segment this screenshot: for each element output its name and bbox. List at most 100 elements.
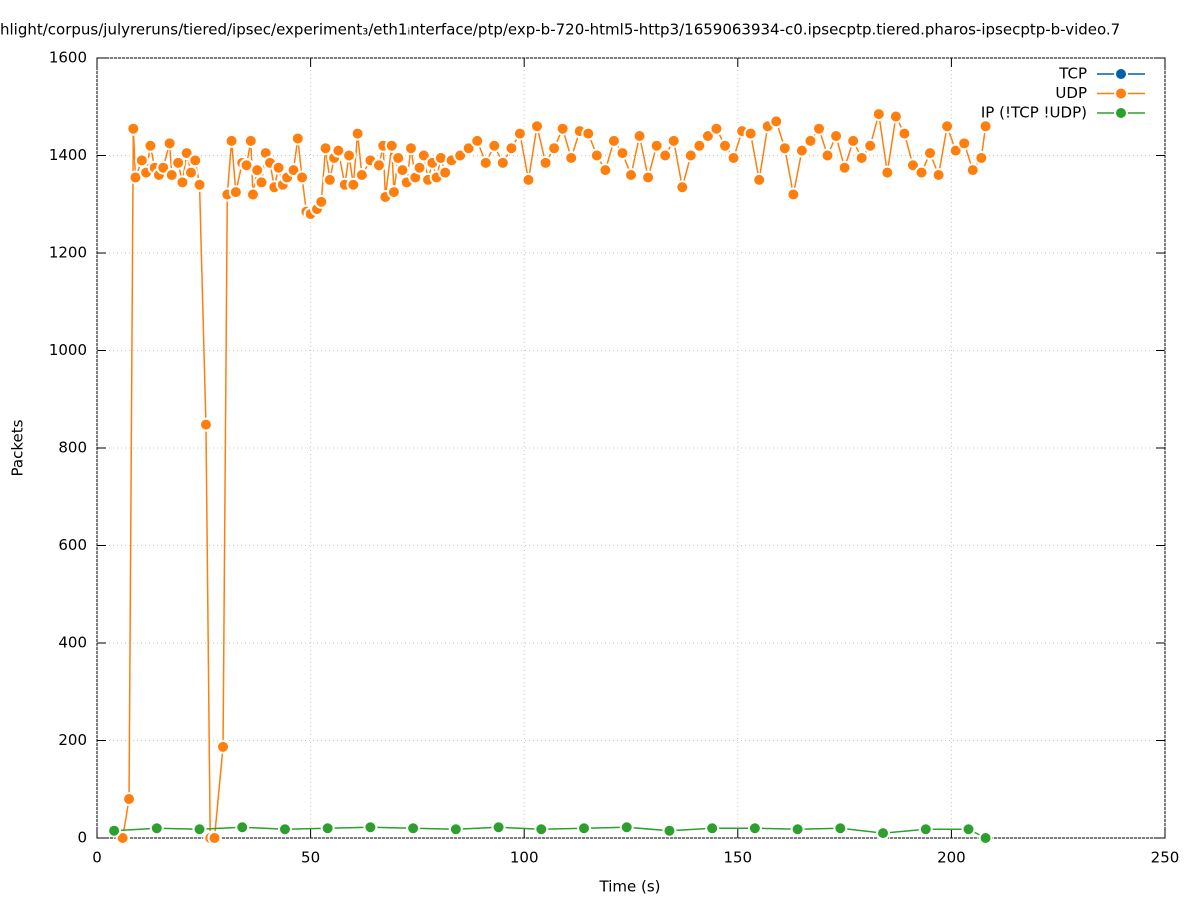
data-point	[777, 141, 792, 156]
y-tick-label: 400	[58, 634, 87, 652]
data-point	[965, 163, 980, 178]
data-point	[829, 129, 844, 143]
y-tick-label: 200	[58, 731, 87, 749]
data-point	[675, 180, 690, 195]
chart-title: hlight/corpus/julyreruns/tiered/ipsec/ex…	[0, 21, 1120, 39]
data-point	[577, 821, 592, 836]
data-point	[786, 187, 801, 202]
data-point	[403, 141, 418, 156]
data-point	[521, 172, 536, 187]
x-tick-label: 200	[937, 849, 966, 867]
data-point	[880, 165, 895, 180]
data-point	[940, 119, 955, 134]
data-point	[164, 168, 179, 182]
data-point	[354, 168, 369, 182]
y-axis-label: Packets	[9, 419, 27, 476]
data-point	[461, 141, 476, 156]
data-point	[228, 185, 243, 200]
data-point	[914, 165, 929, 180]
data-point	[662, 823, 677, 838]
data-point	[243, 133, 258, 148]
x-axis-label: Time (s)	[599, 878, 661, 896]
data-point	[666, 133, 681, 148]
legend-label: IP (!TCP !UDP)	[981, 104, 1087, 122]
data-point	[448, 822, 463, 837]
data-point	[863, 138, 878, 153]
data-point	[406, 821, 421, 836]
legend-marker	[1114, 106, 1128, 120]
data-point	[974, 150, 989, 165]
data-point	[717, 138, 732, 153]
data-point	[530, 119, 545, 134]
data-point	[350, 126, 365, 141]
legend-marker	[1114, 67, 1128, 81]
data-point	[386, 185, 401, 200]
data-point	[318, 141, 333, 156]
data-point	[320, 821, 335, 836]
data-point	[918, 822, 933, 837]
data-point	[412, 160, 427, 175]
data-point	[478, 155, 493, 170]
data-point	[107, 823, 122, 838]
data-point	[705, 821, 720, 836]
data-point	[833, 821, 848, 836]
y-tick-label: 800	[58, 439, 87, 457]
data-point	[538, 155, 553, 170]
data-point	[277, 822, 292, 837]
data-point	[192, 177, 207, 192]
y-tick-label: 1200	[49, 244, 87, 262]
y-tick-label: 0	[77, 829, 87, 847]
data-point	[192, 822, 207, 837]
data-point	[957, 136, 972, 151]
legend-marker	[1114, 86, 1128, 101]
data-point	[581, 126, 596, 141]
data-point	[342, 148, 357, 163]
legend-label: TCP	[1058, 65, 1087, 83]
data-point	[198, 417, 213, 432]
data-point	[790, 822, 805, 837]
data-point	[286, 163, 301, 178]
data-point	[726, 150, 741, 165]
data-point	[122, 792, 137, 806]
data-point	[683, 148, 698, 163]
data-point	[564, 150, 579, 165]
data-point	[692, 138, 707, 153]
data-point	[769, 114, 784, 129]
data-point	[589, 148, 604, 163]
data-point	[905, 158, 920, 173]
data-point	[322, 172, 337, 187]
data-point	[346, 177, 361, 192]
data-point	[314, 194, 329, 209]
data-point	[803, 133, 818, 148]
data-point	[709, 121, 724, 136]
data-point	[978, 119, 993, 134]
legend-label: UDP	[1055, 84, 1087, 102]
data-point	[134, 153, 149, 168]
data-point	[216, 739, 231, 754]
data-point	[363, 820, 378, 835]
data-point	[931, 168, 946, 182]
data-point	[871, 107, 886, 122]
data-point	[747, 821, 762, 836]
data-point	[224, 133, 239, 148]
data-point	[700, 129, 715, 143]
data-point	[395, 163, 410, 178]
data-point	[794, 143, 809, 158]
data-point	[179, 146, 194, 161]
data-point	[162, 136, 177, 151]
data-point	[555, 121, 570, 136]
data-point	[811, 121, 826, 136]
data-point	[961, 822, 976, 837]
data-point	[290, 131, 305, 146]
data-point	[245, 187, 260, 202]
data-point	[547, 141, 562, 156]
data-point	[143, 138, 158, 153]
data-point	[658, 148, 673, 163]
data-point	[126, 121, 141, 136]
data-point	[752, 172, 767, 187]
data-point	[820, 148, 835, 163]
y-tick-label: 600	[58, 536, 87, 554]
data-point	[175, 175, 190, 190]
data-point	[295, 170, 310, 185]
